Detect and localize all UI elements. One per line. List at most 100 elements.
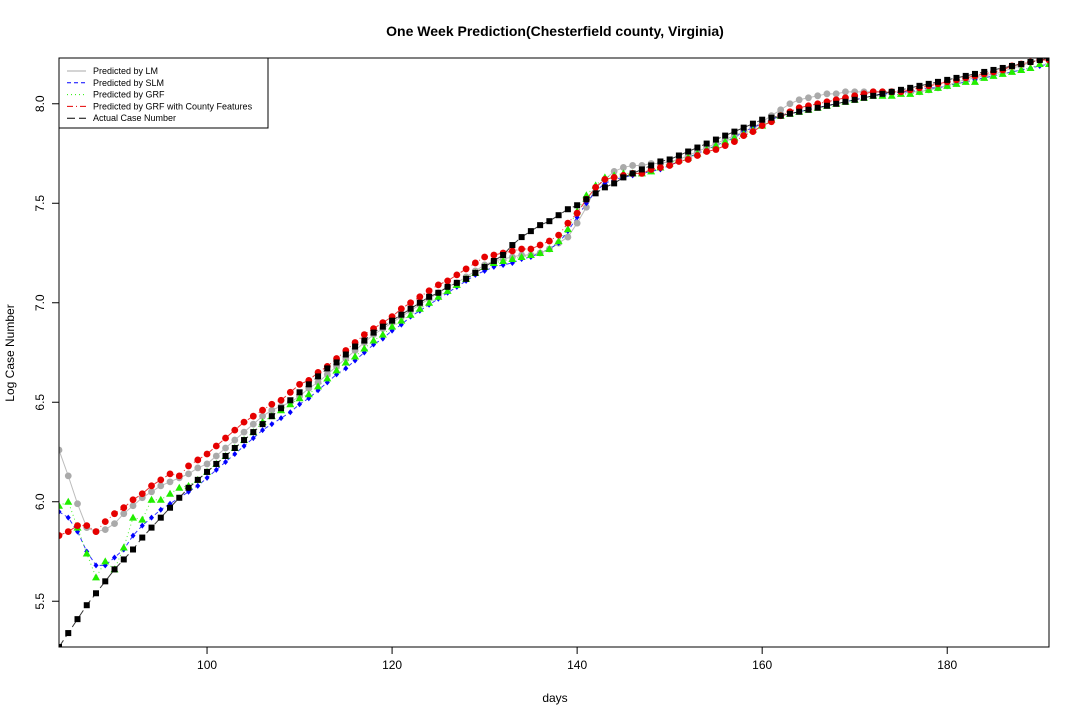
data-point xyxy=(360,344,369,352)
data-point xyxy=(278,415,284,422)
data-point xyxy=(295,394,304,402)
data-point xyxy=(65,514,71,521)
data-point xyxy=(694,144,701,151)
data-point xyxy=(583,196,590,203)
data-point xyxy=(111,566,118,573)
data-point xyxy=(1008,62,1015,69)
data-point xyxy=(102,578,109,585)
data-point xyxy=(444,277,451,285)
data-point xyxy=(426,293,433,300)
data-point xyxy=(463,275,470,282)
data-point xyxy=(536,241,544,249)
data-point xyxy=(823,102,830,109)
data-point xyxy=(592,183,600,191)
data-point xyxy=(564,233,572,241)
data-point xyxy=(795,96,803,104)
data-point xyxy=(517,252,526,260)
x-tick-label: 180 xyxy=(937,658,957,672)
data-point xyxy=(157,482,165,490)
data-point xyxy=(342,351,349,358)
data-point xyxy=(397,316,406,324)
data-point xyxy=(138,515,147,523)
data-point xyxy=(434,292,443,300)
x-tick-label: 100 xyxy=(197,658,217,672)
data-point xyxy=(666,156,673,163)
data-point xyxy=(610,173,618,181)
data-point xyxy=(833,100,840,107)
data-point xyxy=(74,522,81,530)
data-point xyxy=(425,287,433,295)
data-point xyxy=(195,482,201,489)
data-point xyxy=(907,84,914,91)
data-point xyxy=(213,466,219,473)
data-point xyxy=(268,400,276,408)
series-line xyxy=(59,63,1049,579)
data-point xyxy=(573,219,581,227)
data-point xyxy=(499,256,508,264)
data-point xyxy=(397,305,405,313)
data-point xyxy=(870,92,877,99)
data-point xyxy=(675,152,682,159)
data-point xyxy=(194,456,202,464)
data-point xyxy=(101,526,109,533)
data-point xyxy=(638,166,645,173)
data-point xyxy=(481,263,488,270)
axes: 100 120 140 160 180 5.5 6.0 6.5 7.0 7.5 8.0 xyxy=(33,57,1050,672)
data-point xyxy=(1027,58,1034,65)
data-point xyxy=(915,87,924,95)
data-point xyxy=(166,489,175,497)
y-axis-label: Log Case Number xyxy=(3,304,17,401)
data-point xyxy=(657,164,664,171)
data-point xyxy=(64,528,72,535)
data-point xyxy=(148,482,155,490)
data-point xyxy=(305,381,312,388)
data-point xyxy=(241,443,247,450)
data-point xyxy=(509,242,516,249)
data-point xyxy=(222,452,229,459)
data-point xyxy=(740,132,748,140)
data-point xyxy=(435,289,442,296)
data-point xyxy=(749,128,757,136)
data-point xyxy=(462,265,470,273)
data-point xyxy=(222,434,229,442)
data-point xyxy=(564,219,572,227)
data-point xyxy=(204,468,211,475)
data-point xyxy=(129,496,137,504)
data-point xyxy=(232,450,238,457)
data-point xyxy=(407,305,414,312)
data-point xyxy=(231,426,239,434)
data-point xyxy=(286,400,295,408)
data-point xyxy=(731,128,738,135)
data-point xyxy=(59,501,63,509)
data-point xyxy=(619,164,627,171)
data-point xyxy=(758,122,766,130)
data-point xyxy=(351,352,360,360)
data-point xyxy=(518,245,526,253)
data-point xyxy=(259,412,266,420)
data-point xyxy=(304,390,313,398)
data-point xyxy=(721,142,729,149)
data-point xyxy=(278,405,285,412)
data-point xyxy=(250,435,256,442)
data-point xyxy=(119,543,128,551)
data-point xyxy=(1026,63,1035,71)
data-point xyxy=(241,437,248,444)
data-point xyxy=(240,418,248,426)
data-point xyxy=(1018,60,1025,67)
data-point xyxy=(223,458,229,465)
data-point xyxy=(860,94,867,101)
y-tick-label: 6.5 xyxy=(33,394,47,411)
data-point xyxy=(343,365,349,372)
data-point xyxy=(952,79,961,87)
data-point xyxy=(786,110,793,117)
data-point xyxy=(508,247,516,255)
data-point xyxy=(416,293,424,301)
data-point xyxy=(139,522,145,529)
data-point xyxy=(527,228,534,235)
data-point xyxy=(777,106,785,114)
data-point xyxy=(64,472,72,480)
y-tick-label: 6.0 xyxy=(33,493,47,510)
data-point xyxy=(685,148,692,155)
data-point xyxy=(574,202,581,209)
data-point xyxy=(998,69,1007,77)
